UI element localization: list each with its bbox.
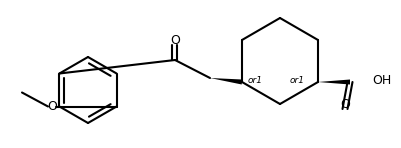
- Text: OH: OH: [371, 74, 390, 86]
- Text: or1: or1: [247, 75, 262, 85]
- Text: or1: or1: [289, 75, 304, 85]
- Polygon shape: [209, 78, 242, 85]
- Text: O: O: [339, 98, 349, 111]
- Text: O: O: [47, 100, 57, 113]
- Text: O: O: [170, 33, 180, 46]
- Polygon shape: [317, 79, 349, 85]
